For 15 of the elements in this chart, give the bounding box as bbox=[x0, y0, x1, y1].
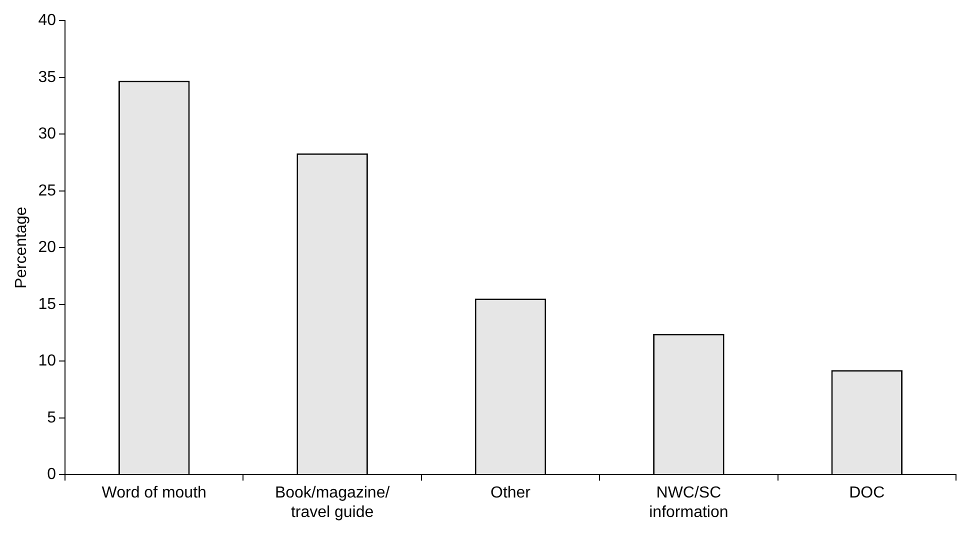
y-axis-title: Percentage bbox=[13, 206, 30, 289]
y-tick-label: 10 bbox=[38, 352, 56, 370]
y-tick-label: 30 bbox=[38, 126, 56, 143]
y-tick-label: 0 bbox=[47, 466, 56, 484]
y-tick-label: 15 bbox=[38, 296, 56, 313]
y-tick-label: 20 bbox=[38, 239, 56, 256]
y-tick-label: 5 bbox=[47, 409, 56, 426]
x-tick-label: Book/magazine/ travel guide bbox=[274, 484, 390, 521]
x-tick-label: Other bbox=[490, 484, 532, 502]
y-tick-label: 25 bbox=[38, 182, 56, 200]
y-tick-label: 35 bbox=[38, 68, 56, 86]
x-tick-label: DOC bbox=[849, 484, 885, 502]
x-tick-label: Word of mouth bbox=[102, 484, 206, 502]
y-tick-label: 40 bbox=[38, 12, 56, 30]
x-tick-label: NWC/SC information bbox=[649, 484, 728, 521]
